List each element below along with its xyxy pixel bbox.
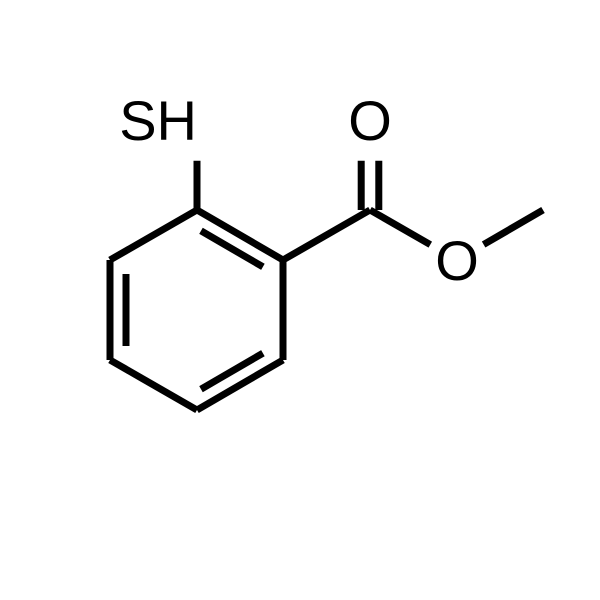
bond-line	[201, 353, 263, 389]
atom-label: O	[435, 229, 479, 292]
bond-line	[283, 210, 370, 260]
bond-line	[484, 210, 543, 245]
bond-line	[110, 210, 197, 260]
bond-line	[370, 210, 430, 245]
bond-line	[110, 360, 197, 410]
atom-label: O	[348, 89, 392, 152]
molecule-diagram: O O SH	[0, 0, 600, 600]
atom-label: SH	[119, 89, 197, 152]
bond-line	[201, 231, 263, 267]
